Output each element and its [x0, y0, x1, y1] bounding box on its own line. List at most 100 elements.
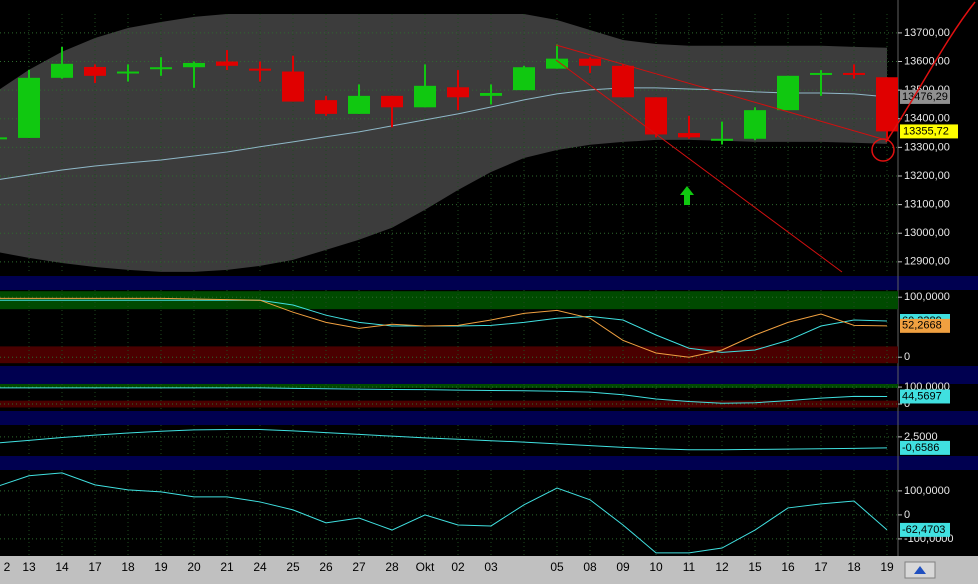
candle-body	[777, 75, 799, 111]
x-tick-label: 12	[715, 560, 729, 574]
y-tick-label: 13400,00	[904, 113, 950, 125]
y-tick-label: 13600,00	[904, 55, 950, 67]
x-tick-label: 26	[319, 560, 333, 574]
date-axis	[0, 556, 978, 584]
x-tick-label: 10	[649, 560, 663, 574]
x-tick-label: Okt	[416, 560, 435, 574]
line-series	[0, 387, 888, 404]
zone	[0, 384, 898, 388]
candle-body	[744, 110, 766, 139]
separator	[0, 276, 978, 290]
x-tick-label: 17	[814, 560, 828, 574]
highlight-circle	[871, 138, 895, 162]
candle-body	[645, 97, 667, 135]
y-tick-label: 100,0000	[904, 291, 950, 303]
last-value-label: -62,4703	[902, 524, 945, 536]
last-value-label: 13476,29	[902, 91, 948, 103]
y-tick-label: 13200,00	[904, 170, 950, 182]
x-tick-label: 24	[253, 560, 267, 574]
y-tick-label: 13300,00	[904, 141, 950, 153]
line-series	[0, 297, 888, 358]
candle-body	[612, 65, 634, 98]
candle-body	[117, 71, 139, 74]
candle-body	[150, 67, 172, 70]
x-tick-label: 18	[121, 560, 135, 574]
candle-body	[810, 72, 832, 75]
candle-body	[0, 137, 7, 140]
x-tick-label: 11	[683, 560, 696, 574]
candle-body	[480, 92, 502, 96]
candle-body	[843, 72, 865, 75]
candle-body	[249, 68, 271, 71]
plot: 2 13 14 17 18 19 20 21 24 25 26 27 28 Okt 02 03 05 08 09 10…	[0, 14, 958, 574]
last-value-label: -0,6586	[902, 442, 939, 454]
y-tick-label: 0	[904, 351, 910, 363]
last-value-box	[900, 318, 950, 333]
bollinger-band	[0, 14, 887, 272]
zone	[0, 291, 898, 310]
last-value-label: 52,2668	[902, 320, 942, 332]
y-tick-label: 13700,00	[904, 27, 950, 39]
x-tick-label: 19	[154, 560, 168, 574]
last-value-box	[900, 440, 950, 455]
toolbar-glyph	[914, 566, 926, 574]
x-tick-label: 15	[748, 560, 762, 574]
candle-body	[216, 61, 238, 66]
y-tick-label: 0	[904, 509, 910, 521]
y-tick-label: 100,0000	[904, 485, 950, 497]
arrow-up	[680, 186, 694, 205]
line-series	[0, 472, 888, 554]
y-tick-label: 13100,00	[904, 199, 950, 211]
candle-body	[579, 58, 601, 66]
last-value-box	[900, 389, 950, 404]
separator	[0, 366, 978, 384]
separator	[0, 456, 978, 470]
candle-body	[348, 95, 370, 114]
zone	[0, 346, 898, 364]
candle-body	[51, 63, 73, 78]
annotations	[555, 1, 976, 579]
last-value-label: 44,5697	[902, 390, 942, 402]
line-series	[0, 429, 888, 451]
candle-body	[513, 67, 535, 91]
y-tick-label: 13000,00	[904, 227, 950, 239]
x-tick-label: 17	[88, 560, 102, 574]
candle-body	[84, 66, 106, 76]
x-tick-label: 13	[22, 560, 36, 574]
x-tick-label: 2	[4, 560, 11, 574]
x-tick-label: 03	[484, 560, 498, 574]
x-tick-label: 05	[550, 560, 564, 574]
candle-body	[315, 100, 337, 114]
candle-body	[282, 71, 304, 102]
x-tick-label: 27	[352, 560, 366, 574]
candle-body	[711, 138, 733, 141]
last-value-box	[900, 522, 950, 537]
x-tick-label: 16	[781, 560, 795, 574]
last-value-label: 13355,72	[903, 125, 949, 137]
line-series	[0, 87, 888, 180]
candle-body	[381, 95, 403, 108]
x-tick-label: 19	[880, 560, 894, 574]
hand-drawn-curve	[885, 1, 976, 143]
x-tick-label: 08	[583, 560, 597, 574]
candle-body	[678, 133, 700, 138]
candle-body	[183, 62, 205, 68]
candle-body	[414, 85, 436, 108]
candle-body	[447, 87, 469, 98]
x-tick-label: 14	[55, 560, 69, 574]
y-tick-label: 12900,00	[904, 256, 950, 268]
separator	[0, 411, 978, 425]
trend-line	[555, 44, 887, 141]
x-tick-label: 02	[451, 560, 465, 574]
candle-body	[876, 77, 898, 132]
trend-line	[555, 59, 843, 273]
y-tick-label: 2,5000	[904, 431, 938, 443]
x-tick-label: 28	[385, 560, 399, 574]
x-tick-label: 09	[616, 560, 630, 574]
x-tick-label: 25	[286, 560, 300, 574]
candle-body	[546, 58, 568, 69]
x-tick-label: 21	[220, 560, 234, 574]
last-value-box	[900, 124, 958, 139]
